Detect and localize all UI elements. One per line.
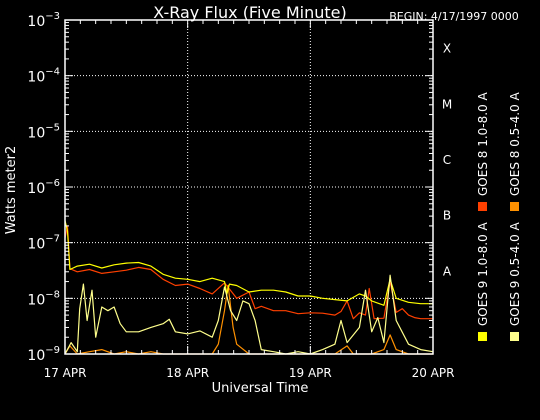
y-tick-label-1: 10−8 [27, 289, 60, 308]
legend-swatch [510, 332, 519, 341]
x-tick-label-0: 17 APR [44, 366, 87, 380]
y-tick-labels: 10−9 10−8 10−7 10−6 10−5 10−4 10−3 [27, 11, 60, 364]
legend-swatch [478, 202, 487, 211]
grid [65, 20, 433, 354]
legend-swatch [510, 202, 519, 211]
flare-class-X: X [443, 42, 451, 56]
series-line-0 [64, 225, 433, 320]
legend-label: GOES 8 1.0-8.0 A [476, 91, 490, 196]
y-tick-label-2: 10−7 [27, 234, 60, 253]
x-tick-label-3: 20 APR [412, 366, 455, 380]
legend: GOES 8 1.0-8.0 A GOES 9 1.0-8.0 A GOES 8 0… [476, 91, 522, 341]
x-tick-label-2: 19 APR [289, 366, 332, 380]
x-axis-title: Universal Time [212, 381, 309, 396]
legend-swatch [478, 332, 487, 341]
y-axis-title: Watts meter2 [4, 146, 19, 234]
flare-class-A: A [443, 264, 452, 278]
y-tick-label-5: 10−4 [27, 67, 60, 86]
y-tick-label-6: 10−3 [27, 11, 60, 30]
flare-class-B: B [443, 209, 451, 223]
flare-class-C: C [443, 153, 451, 167]
y-tick-label-4: 10−5 [27, 122, 60, 141]
y-tick-label-0: 10−9 [27, 345, 60, 364]
flare-class-M: M [442, 97, 452, 111]
axis-ticks [64, 20, 434, 355]
x-tick-label-1: 18 APR [166, 366, 209, 380]
legend-label: GOES 8 0.5-4.0 A [508, 91, 522, 196]
series-line-3 [64, 274, 434, 355]
begin-label: BEGIN: 4/17/1997 0000 [389, 10, 519, 23]
series-line-2 [64, 220, 433, 306]
flare-class-labels: A B C M X [442, 42, 452, 279]
chart-title: X-Ray Flux (Five Minute) [153, 3, 346, 22]
legend-label: GOES 9 0.5-4.0 A [508, 221, 522, 326]
y-tick-label-3: 10−6 [27, 178, 60, 197]
x-tick-labels: 17 APR 18 APR 19 APR 20 APR [44, 366, 455, 380]
legend-label: GOES 9 1.0-8.0 A [476, 221, 490, 326]
